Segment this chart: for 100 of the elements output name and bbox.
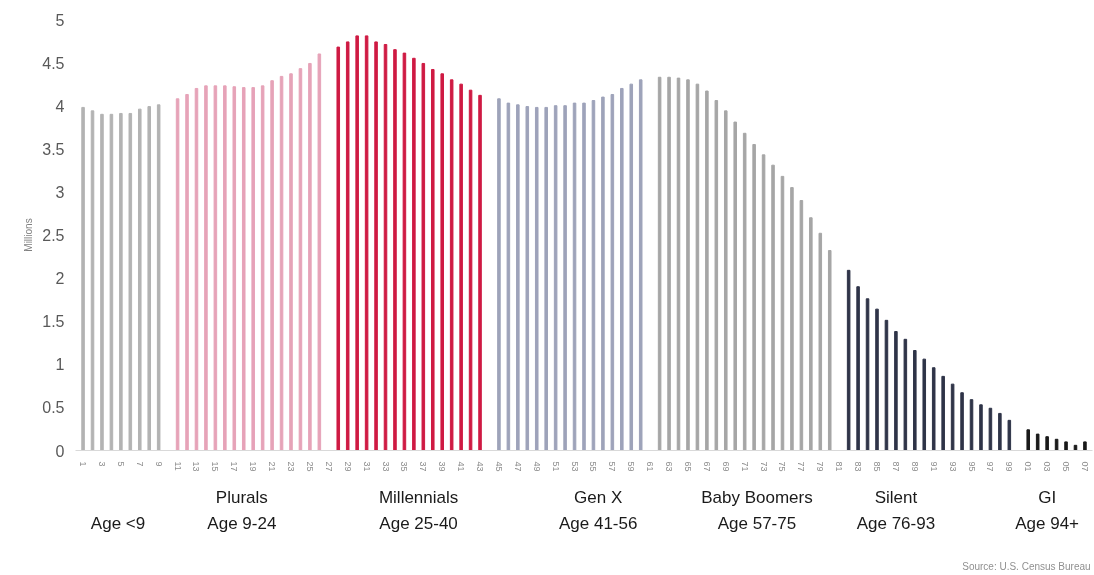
bar (894, 331, 898, 451)
bar (204, 85, 208, 451)
bar (534, 106, 539, 451)
y-tick-label: 1 (55, 356, 65, 374)
bar (724, 110, 728, 451)
bar (119, 112, 123, 451)
x-tick-label: 77 (796, 461, 807, 472)
x-tick-label: 43 (475, 461, 486, 472)
x-tick-label: 9 (153, 461, 164, 467)
bar (771, 164, 775, 451)
bar (563, 105, 567, 451)
text: Gen X (574, 488, 623, 508)
text: Age 76-93 (856, 514, 936, 534)
bar (1035, 433, 1040, 451)
bar (1007, 419, 1012, 451)
bar (903, 338, 908, 451)
x-tick-label: 81 (834, 461, 845, 472)
bar (620, 87, 624, 451)
bar (761, 154, 766, 451)
x-tick-label: 51 (550, 461, 561, 472)
y-tick-label: 5 (55, 11, 65, 29)
bar (1026, 429, 1030, 451)
x-tick-label: 65 (682, 461, 693, 472)
x-tick-label: 01 (1023, 461, 1034, 472)
x-tick-label: 93 (947, 461, 958, 472)
x-tick-label: 95 (966, 461, 977, 472)
bar (913, 350, 917, 451)
y-tick-label: 4 (55, 97, 65, 115)
bar (960, 392, 964, 451)
x-tick-label: 3 (96, 461, 107, 467)
x-tick-label: 21 (267, 461, 278, 472)
bar (979, 404, 983, 451)
bar (714, 100, 719, 451)
source-note: Source: U.S. Census Bureau (962, 561, 1091, 573)
x-tick-label: 57 (607, 461, 618, 472)
text: Plurals (215, 488, 268, 508)
x-tick-label: 89 (909, 461, 920, 472)
bar (790, 187, 794, 451)
x-tick-label: 79 (815, 461, 826, 472)
bar (809, 217, 813, 451)
bar (846, 269, 851, 451)
bar (497, 98, 501, 451)
bar (931, 367, 936, 451)
x-tick-label: 7 (134, 461, 145, 467)
x-tick-label: 87 (890, 461, 901, 472)
bar (431, 69, 435, 451)
x-tick-label: 49 (531, 461, 542, 472)
bar (875, 308, 879, 451)
x-tick-label: 59 (626, 461, 637, 472)
x-tick-label: 17 (229, 461, 240, 472)
y-tick-label: 2 (55, 270, 65, 288)
y-tick-label: 2.5 (42, 227, 65, 244)
bar (128, 112, 133, 451)
y-tick-label: 4.5 (42, 54, 65, 72)
x-tick-label: 63 (664, 461, 675, 472)
bar (610, 93, 615, 451)
bar (601, 96, 605, 451)
bar (81, 106, 85, 451)
bar (355, 35, 359, 451)
bar (421, 62, 426, 451)
x-tick-label: 27 (323, 461, 334, 472)
bar (175, 98, 180, 451)
text: Age 25-40 (379, 514, 458, 534)
x-tick-label: 55 (588, 461, 599, 472)
x-tick-label: 97 (985, 461, 996, 472)
text: Age 57-75 (717, 514, 797, 534)
bar (241, 87, 246, 451)
bar (364, 35, 369, 451)
x-tick-label: 91 (928, 461, 939, 472)
bar (270, 80, 274, 451)
x-tick-label: 53 (569, 461, 580, 472)
x-tick-label: 31 (361, 461, 372, 472)
bar (402, 52, 407, 451)
bar (1083, 441, 1087, 451)
bar (308, 62, 312, 451)
x-tick-label: 07 (1079, 461, 1090, 472)
x-tick-label: 1 (78, 461, 89, 467)
x-tick-label: 05 (1061, 461, 1072, 472)
bar (232, 86, 237, 451)
text: Age 41-56 (558, 514, 638, 534)
x-tick-label: 5 (115, 461, 126, 467)
x-tick-label: 39 (437, 461, 448, 472)
x-tick-label: 45 (493, 461, 504, 472)
x-tick-label: 11 (172, 461, 183, 471)
bar (506, 102, 511, 451)
bar (100, 113, 104, 451)
bar (185, 93, 189, 451)
bar (345, 41, 350, 451)
x-tick-label: 73 (758, 461, 769, 472)
bar (582, 102, 586, 451)
bar (289, 73, 293, 451)
x-tick-label: 83 (853, 461, 864, 472)
bar (1064, 441, 1068, 451)
x-tick-label: 15 (210, 461, 221, 472)
x-tick-label: 99 (1004, 461, 1015, 472)
bar (449, 79, 454, 451)
bar (638, 79, 643, 451)
bar (657, 76, 662, 451)
bar (156, 104, 161, 451)
bar (336, 46, 341, 451)
